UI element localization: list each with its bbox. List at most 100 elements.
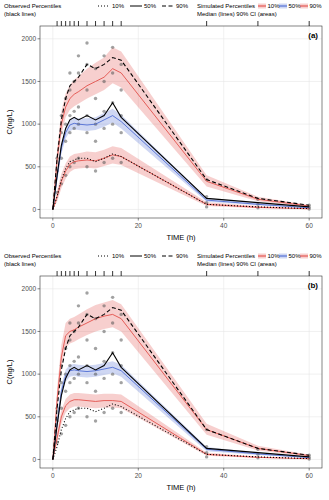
grid-line bbox=[309, 26, 310, 218]
panel: 05001000150020000204060TIME (h)C(ng/L)(b… bbox=[4, 253, 322, 492]
legend-key bbox=[279, 256, 287, 257]
tick bbox=[38, 459, 41, 460]
percentile-line bbox=[53, 69, 309, 210]
tick-label: 20 bbox=[135, 222, 143, 229]
rug-tick bbox=[74, 21, 75, 26]
legend-key bbox=[300, 254, 308, 259]
observation-point bbox=[77, 105, 80, 108]
rug-tick bbox=[61, 21, 62, 26]
tick bbox=[138, 468, 139, 471]
observation-point bbox=[85, 131, 88, 134]
observation-point bbox=[111, 122, 114, 125]
legend-key bbox=[258, 254, 266, 259]
tick bbox=[223, 468, 224, 471]
observation-point bbox=[68, 71, 71, 74]
tick-label: 1500 bbox=[22, 78, 37, 85]
legend-key bbox=[258, 4, 266, 9]
panel-label: (b) bbox=[308, 281, 319, 290]
observation-point bbox=[119, 338, 122, 341]
legend-key bbox=[258, 6, 266, 7]
grid-line bbox=[40, 38, 322, 39]
legend-key bbox=[162, 6, 174, 7]
rug-tick bbox=[57, 271, 58, 276]
plot-background bbox=[40, 276, 322, 468]
observation-point bbox=[72, 127, 75, 130]
observation-point bbox=[94, 169, 97, 172]
rug-tick bbox=[112, 271, 113, 276]
legend-label: 50% bbox=[289, 253, 302, 259]
tick bbox=[38, 209, 41, 210]
legend-title: Observed Percentiles bbox=[4, 253, 61, 259]
axis-title: TIME (h) bbox=[166, 483, 196, 492]
observation-point bbox=[111, 157, 114, 160]
observation-point bbox=[77, 71, 80, 74]
rug-tick bbox=[78, 21, 79, 26]
observation-point bbox=[85, 381, 88, 384]
percentile-line bbox=[53, 314, 309, 459]
legend-key bbox=[279, 4, 287, 9]
observation-point bbox=[119, 381, 122, 384]
legend-label: 90% bbox=[176, 3, 189, 9]
legend-title: Observed Percentiles bbox=[4, 3, 61, 9]
observation-point bbox=[102, 377, 105, 380]
legend-label: 10% bbox=[268, 3, 281, 9]
rug-tick bbox=[104, 21, 105, 26]
observation-point bbox=[77, 355, 80, 358]
observation-point bbox=[102, 54, 105, 57]
observation-point bbox=[72, 360, 75, 363]
legend-key bbox=[300, 256, 308, 257]
tick-label: 0 bbox=[51, 222, 55, 229]
rug-tick bbox=[69, 271, 70, 276]
tick bbox=[138, 218, 139, 221]
observation-point bbox=[119, 161, 122, 164]
rug-tick bbox=[57, 21, 58, 26]
tick-label: 40 bbox=[220, 472, 228, 479]
legend-key bbox=[258, 256, 266, 257]
percentile-line bbox=[53, 154, 309, 209]
legend-title: Median (lines) 90% CI (areas) bbox=[197, 11, 277, 17]
tick-label: 1000 bbox=[22, 370, 37, 377]
legend-title: (black lines) bbox=[4, 261, 36, 267]
rug-tick bbox=[121, 271, 122, 276]
percentile-line bbox=[53, 353, 309, 460]
grid-line bbox=[40, 416, 322, 417]
observation-point bbox=[94, 390, 97, 393]
legend-label: 50% bbox=[289, 3, 302, 9]
tick bbox=[38, 81, 41, 82]
observation-point bbox=[94, 97, 97, 100]
tick bbox=[52, 218, 53, 221]
rug-tick bbox=[206, 271, 207, 276]
observation-point bbox=[111, 407, 114, 410]
observation-point bbox=[119, 88, 122, 91]
rug-tick bbox=[112, 21, 113, 26]
rug-tick bbox=[87, 271, 88, 276]
observation-point bbox=[85, 291, 88, 294]
ci-band bbox=[53, 47, 309, 209]
observation-point bbox=[111, 71, 114, 74]
observation-point bbox=[68, 415, 71, 418]
percentile-line bbox=[53, 116, 309, 210]
percentile-line bbox=[53, 367, 309, 459]
percentile-line bbox=[53, 58, 309, 210]
grid-line bbox=[138, 276, 139, 468]
rug-tick bbox=[95, 271, 96, 276]
observation-point bbox=[77, 54, 80, 57]
observation-point bbox=[94, 419, 97, 422]
grid-line bbox=[309, 276, 310, 468]
grid-line bbox=[138, 26, 139, 218]
tick bbox=[38, 374, 41, 375]
observation-point bbox=[68, 114, 71, 117]
rug-tick bbox=[257, 271, 258, 276]
legend-key bbox=[130, 256, 142, 257]
legend-title: (black lines) bbox=[4, 11, 36, 17]
legend-label: 90% bbox=[310, 253, 323, 259]
rug-tick bbox=[121, 21, 122, 26]
observation-point bbox=[111, 372, 114, 375]
percentile-line bbox=[53, 404, 309, 459]
observation-point bbox=[64, 424, 67, 427]
observation-point bbox=[119, 411, 122, 414]
observation-point bbox=[102, 304, 105, 307]
observation-point bbox=[85, 165, 88, 168]
observation-point bbox=[119, 63, 122, 66]
tick bbox=[38, 38, 41, 39]
